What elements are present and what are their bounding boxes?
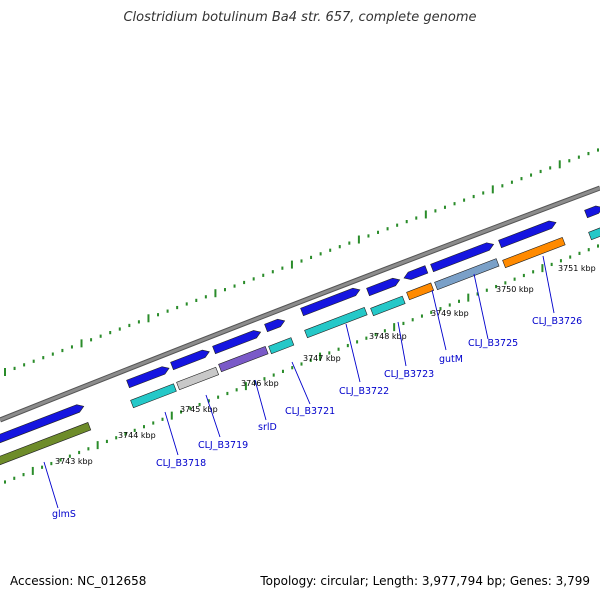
cds-feature-shape [584, 205, 600, 219]
genome-info-text: Topology: circular; Length: 3,977,794 bp… [260, 574, 590, 588]
gene-label: gutM [439, 354, 463, 365]
kbp-label: 3749 kbp [431, 309, 469, 318]
cds-feature [170, 349, 210, 371]
gene-label: CLJ_B3718 [156, 458, 206, 469]
cds-feature-shape [430, 242, 495, 273]
teal-feature-shape [304, 306, 368, 339]
map-title: Clostridium botulinum Ba4 str. 657, comp… [123, 10, 477, 25]
orange-feature [502, 236, 566, 269]
cds-feature [498, 220, 557, 249]
teal-feature-shape [268, 337, 295, 355]
cds-feature-shape [0, 404, 85, 445]
gene-leader-line [473, 273, 489, 340]
srld-feature [218, 345, 269, 373]
gene-label: CLJ_B3726 [532, 316, 582, 327]
kbp-label: 3750 kbp [496, 285, 534, 294]
grey-feature [176, 366, 220, 391]
teal-feature [304, 306, 368, 339]
gene-label: CLJ_B3721 [285, 406, 335, 417]
cds-feature [126, 366, 170, 389]
teal-feature-shape [370, 295, 406, 317]
steel-feature [434, 258, 500, 291]
steel-feature-shape [434, 258, 500, 291]
teal-feature [370, 295, 406, 317]
srld-feature-shape [218, 345, 269, 373]
kbp-label: 3746 kbp [241, 379, 279, 388]
teal-feature [588, 226, 600, 241]
gene-label: CLJ_B3725 [468, 338, 518, 349]
kbp-label: 3745 kbp [180, 405, 218, 414]
cds-feature [430, 242, 495, 273]
kbp-label: 3751 kbp [558, 264, 596, 273]
gene-leader-line [164, 411, 179, 456]
cds-feature-shape [403, 265, 429, 280]
kbp-label: 3747 kbp [303, 354, 341, 363]
gene-leader-line [542, 255, 555, 314]
glms-feature [0, 422, 92, 467]
cds-feature [584, 205, 600, 219]
teal-feature-shape [588, 226, 600, 241]
backbone-ring [0, 186, 600, 422]
grey-feature-shape [176, 366, 220, 391]
cds-feature [264, 318, 286, 333]
cds-feature-shape [212, 330, 262, 355]
orange-feature [406, 282, 435, 301]
accession-text: Accession: NC_012658 [10, 574, 147, 588]
cds-feature-shape [264, 318, 286, 333]
gene-label: glmS [52, 509, 76, 520]
kbp-label: 3748 kbp [369, 332, 407, 341]
cds-feature-shape [170, 349, 210, 371]
cds-feature [212, 330, 262, 355]
gene-leader-line [291, 361, 311, 405]
cds-feature [403, 265, 429, 280]
gene-label: CLJ_B3723 [384, 369, 434, 380]
cds-feature-shape [498, 220, 557, 249]
glms-feature-shape [0, 422, 92, 467]
kbp-label: 3743 kbp [55, 457, 93, 466]
kbp-label: 3744 kbp [118, 431, 156, 440]
cds-feature-shape [366, 277, 401, 297]
cds-feature-shape [126, 366, 170, 389]
orange-feature-shape [406, 282, 435, 301]
gene-leader-line [254, 379, 267, 421]
gene-label: CLJ_B3719 [198, 440, 248, 451]
gene-leader-line [345, 323, 361, 383]
gene-leader-line [397, 321, 407, 367]
cds-feature-shape [300, 287, 361, 317]
gene-label: srlD [258, 422, 277, 433]
cds-feature [0, 404, 85, 445]
gene-leader-line [205, 394, 221, 438]
gene-label: CLJ_B3722 [339, 386, 389, 397]
orange-feature-shape [502, 236, 566, 269]
gene-leader-line [43, 461, 59, 509]
teal-feature [130, 383, 177, 409]
teal-feature [268, 337, 295, 355]
teal-feature-shape [130, 383, 177, 409]
cds-feature [366, 277, 401, 297]
cds-feature [300, 287, 361, 317]
gene-leader-line [431, 289, 447, 351]
